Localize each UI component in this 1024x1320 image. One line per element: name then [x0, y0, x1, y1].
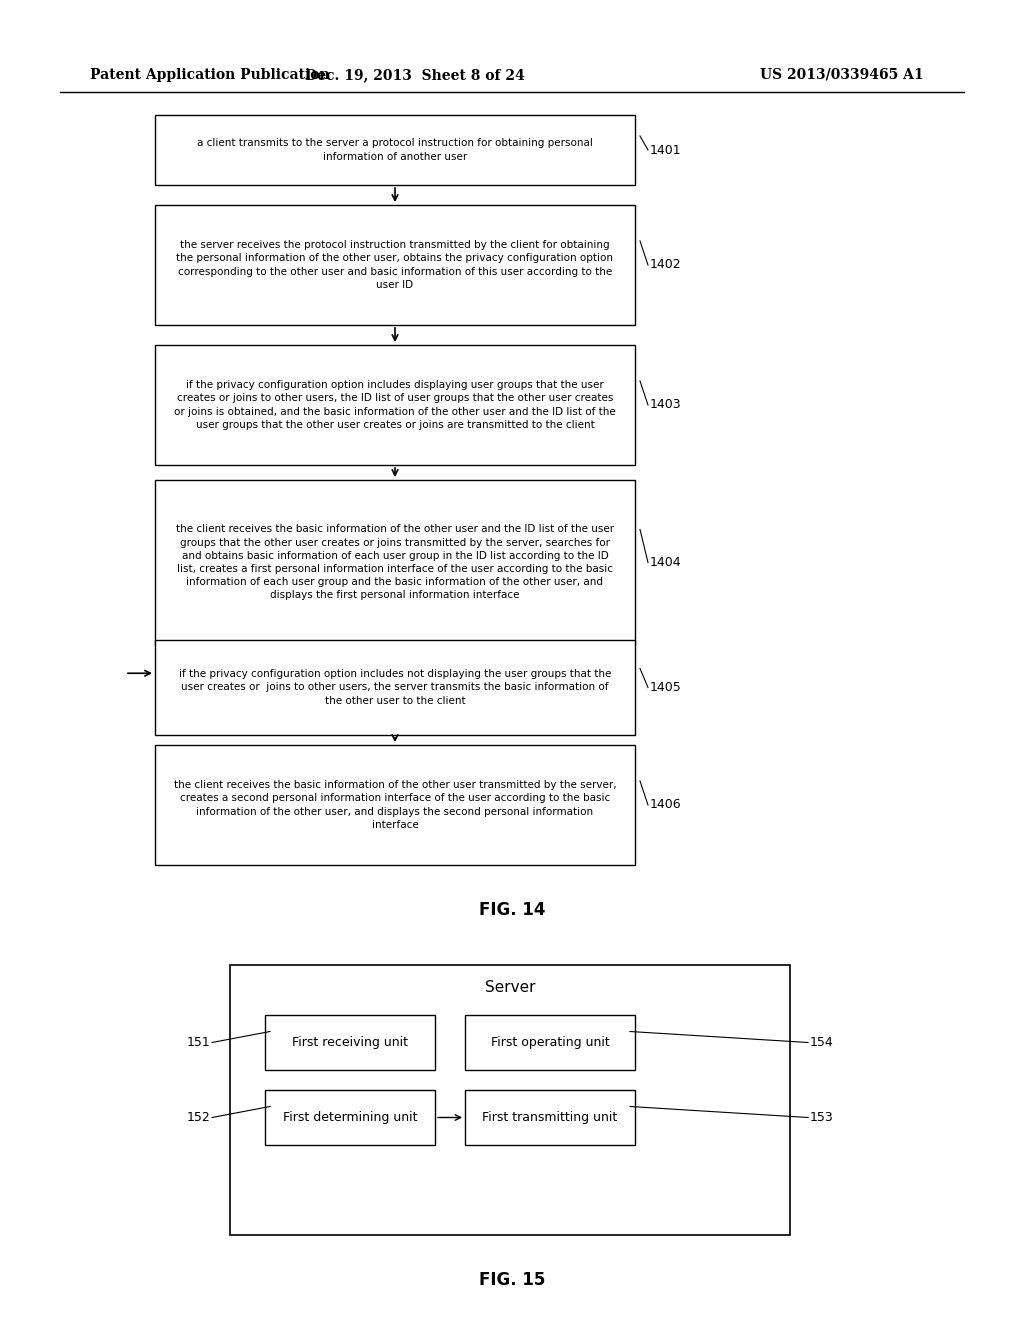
- FancyBboxPatch shape: [155, 744, 635, 865]
- Text: 1406: 1406: [650, 799, 682, 812]
- Text: 153: 153: [810, 1111, 834, 1125]
- Text: First operating unit: First operating unit: [490, 1036, 609, 1049]
- Text: FIG. 14: FIG. 14: [479, 902, 545, 919]
- Text: 1404: 1404: [650, 556, 682, 569]
- FancyBboxPatch shape: [155, 345, 635, 465]
- FancyBboxPatch shape: [155, 205, 635, 325]
- FancyBboxPatch shape: [230, 965, 790, 1236]
- Text: US 2013/0339465 A1: US 2013/0339465 A1: [760, 69, 924, 82]
- Text: First transmitting unit: First transmitting unit: [482, 1111, 617, 1125]
- Text: a client transmits to the server a protocol instruction for obtaining personal
i: a client transmits to the server a proto…: [197, 139, 593, 161]
- Text: if the privacy configuration option includes displaying user groups that the use: if the privacy configuration option incl…: [174, 380, 615, 430]
- Text: 152: 152: [186, 1111, 210, 1125]
- Text: 1405: 1405: [650, 681, 682, 694]
- FancyBboxPatch shape: [465, 1015, 635, 1071]
- Text: First determining unit: First determining unit: [283, 1111, 417, 1125]
- Text: the client receives the basic information of the other user and the ID list of t: the client receives the basic informatio…: [176, 524, 614, 601]
- Text: Server: Server: [484, 979, 536, 994]
- FancyBboxPatch shape: [265, 1090, 435, 1144]
- Text: 1403: 1403: [650, 399, 682, 412]
- FancyBboxPatch shape: [465, 1090, 635, 1144]
- FancyBboxPatch shape: [155, 115, 635, 185]
- Text: the client receives the basic information of the other user transmitted by the s: the client receives the basic informatio…: [174, 780, 616, 830]
- Text: Patent Application Publication: Patent Application Publication: [90, 69, 330, 82]
- FancyBboxPatch shape: [155, 640, 635, 735]
- Text: 1402: 1402: [650, 259, 682, 272]
- Text: if the privacy configuration option includes not displaying the user groups that: if the privacy configuration option incl…: [179, 669, 611, 706]
- Text: 154: 154: [810, 1036, 834, 1049]
- FancyBboxPatch shape: [265, 1015, 435, 1071]
- FancyBboxPatch shape: [155, 480, 635, 645]
- Text: the server receives the protocol instruction transmitted by the client for obtai: the server receives the protocol instruc…: [176, 240, 613, 290]
- Text: FIG. 15: FIG. 15: [479, 1271, 545, 1290]
- Text: Dec. 19, 2013  Sheet 8 of 24: Dec. 19, 2013 Sheet 8 of 24: [305, 69, 525, 82]
- Text: 1401: 1401: [650, 144, 682, 157]
- Text: 151: 151: [186, 1036, 210, 1049]
- Text: First receiving unit: First receiving unit: [292, 1036, 408, 1049]
